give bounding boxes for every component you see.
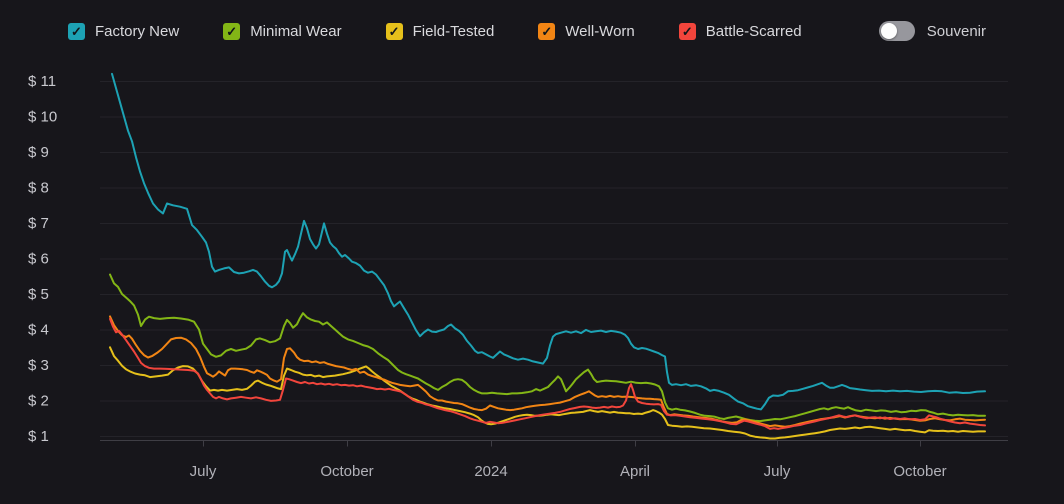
y-axis-tick-label: $ 11 [28,73,56,90]
x-axis-tick-label: October [320,463,373,480]
y-axis-tick-label: $ 4 [28,322,49,339]
legend-label: Minimal Wear [250,23,342,40]
checkbox-minimal-wear-icon[interactable]: ✓ [223,23,241,40]
x-axis-tick-label: 2024 [474,463,507,480]
legend-item-field-tested[interactable]: ✓ Field-Tested [385,23,495,40]
legend-label: Field-Tested [412,23,495,40]
y-axis-tick-label: $ 9 [28,144,49,161]
x-axis-tick-label: July [190,463,217,480]
y-axis-tick-label: $ 8 [28,180,49,197]
x-axis-tick-label: October [893,463,946,480]
legend-item-factory-new[interactable]: ✓ Factory New [68,23,179,40]
series-line-well-worn [109,315,986,428]
y-axis-tick-label: $ 5 [28,286,49,303]
checkbox-well-worn-icon[interactable]: ✓ [538,23,556,40]
souvenir-control: Souvenir [878,21,986,41]
legend-label: Well-Worn [565,23,635,40]
series-line-minimal-wear [109,273,986,423]
series-line-field-tested [109,346,986,440]
legend-item-well-worn[interactable]: ✓ Well-Worn [538,23,635,40]
series-line-battle-scarred [109,317,986,430]
legend: ✓ Factory New ✓ Minimal Wear ✓ Field-Tested ✓ W… [68,23,802,40]
y-axis-tick-label: $ 6 [28,251,49,268]
x-axis-tick-label: April [620,463,650,480]
y-axis-tick-label: $ 1 [28,428,49,445]
legend-label: Factory New [95,23,180,40]
y-axis-tick-label: $ 7 [28,215,49,232]
y-axis-tick-label: $ 3 [28,357,49,374]
series-line-factory-new [111,72,986,411]
souvenir-toggle[interactable] [878,21,915,41]
checkbox-field-tested-icon[interactable]: ✓ [385,23,403,40]
checkbox-factory-new-icon[interactable]: ✓ [68,23,85,40]
legend-label: Battle-Scarred [705,23,802,40]
souvenir-label: Souvenir [926,22,986,40]
x-axis-tick-label: July [764,463,791,480]
y-axis-tick-label: $ 2 [28,393,49,410]
checkbox-battle-scarred-icon[interactable]: ✓ [678,23,696,40]
legend-item-battle-scarred[interactable]: ✓ Battle-Scarred [678,23,802,40]
legend-item-minimal-wear[interactable]: ✓ Minimal Wear [223,23,342,40]
toggle-knob-icon [880,23,897,39]
y-axis-tick-label: $ 10 [28,109,57,126]
